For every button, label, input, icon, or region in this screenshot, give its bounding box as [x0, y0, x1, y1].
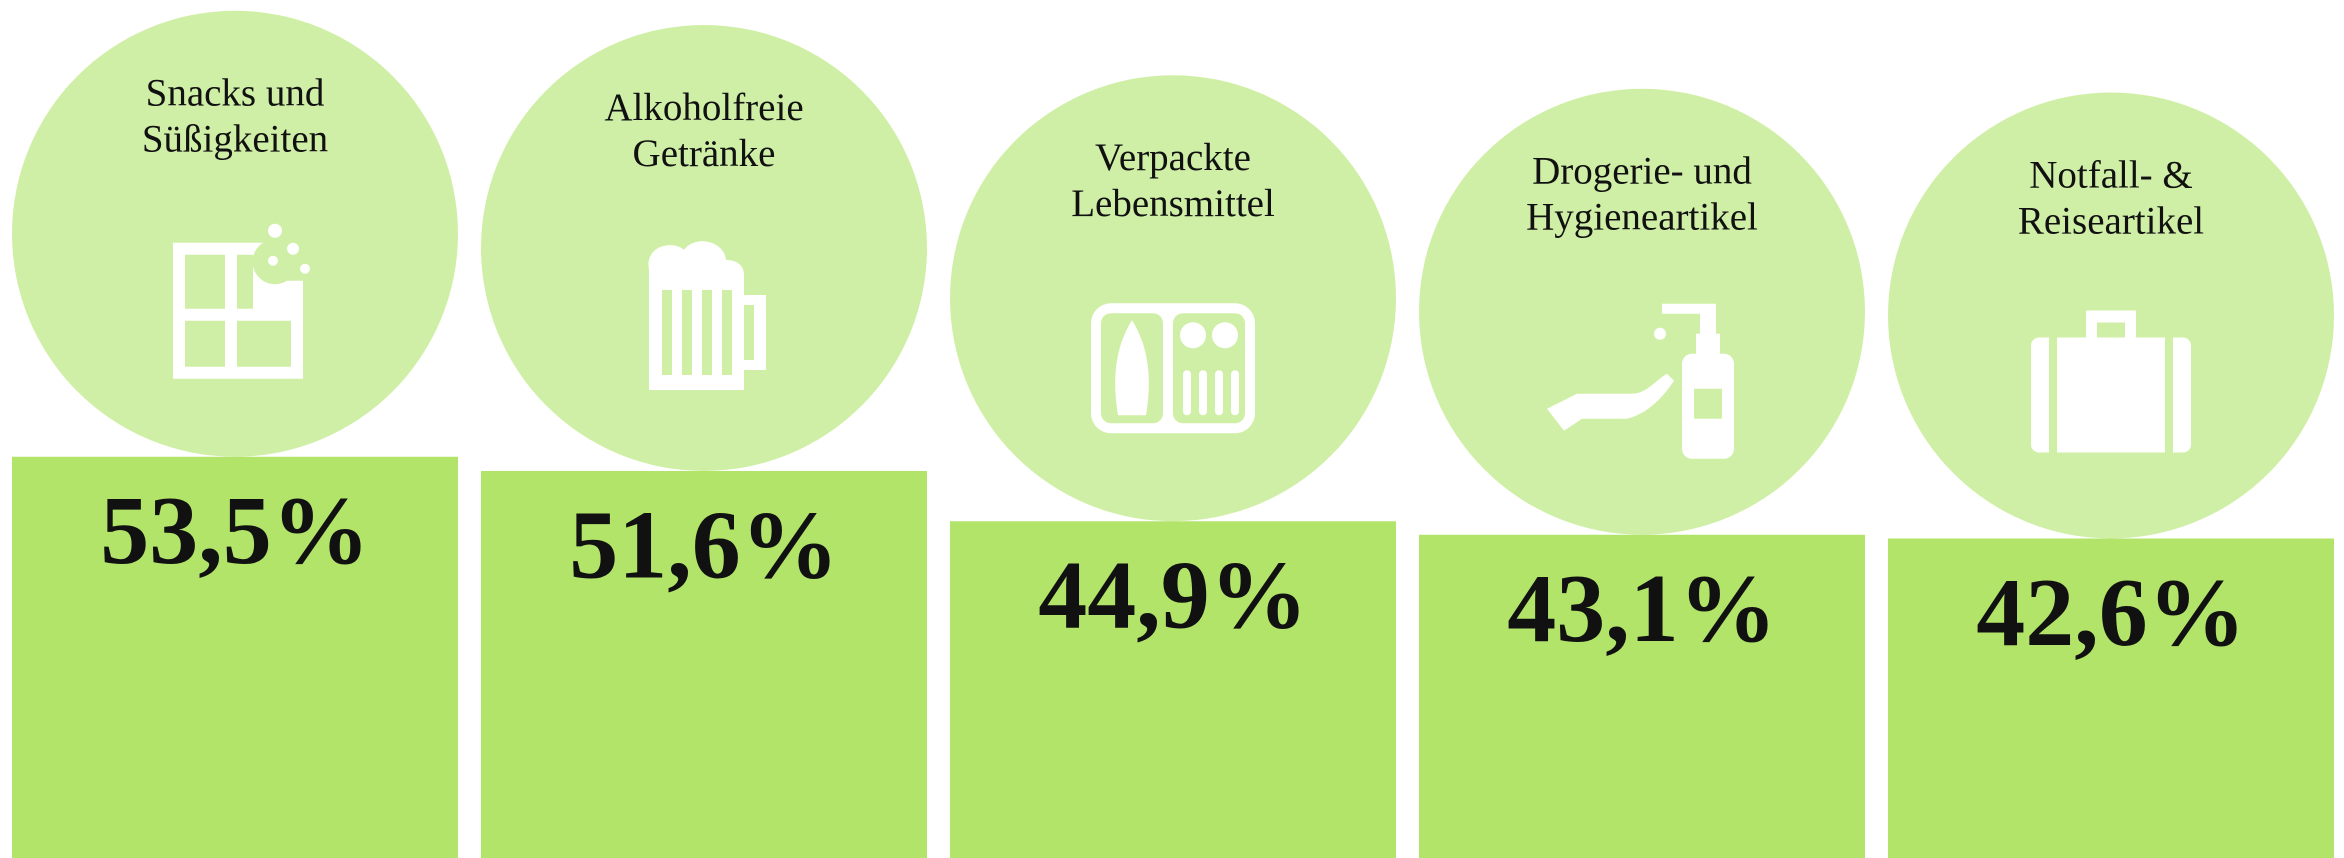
icon-shape: [1180, 322, 1206, 349]
category-label: Drogerie- und: [1532, 150, 1752, 193]
icon-shape: [1115, 320, 1149, 416]
icon-shape: [1696, 333, 1720, 356]
icon-shape: [268, 255, 278, 266]
icon-shape: [2049, 337, 2057, 453]
icon-shape: [682, 290, 692, 375]
icon-shape: [648, 241, 744, 390]
category-label: Alkoholfreie: [604, 86, 803, 129]
icon-shape: [1700, 303, 1716, 336]
category-circle: [950, 75, 1396, 522]
category-label: Süßigkeiten: [142, 118, 328, 161]
icon-shape: [1694, 388, 1722, 419]
category-label: Getränke: [633, 132, 776, 175]
icon-shape: [185, 254, 291, 367]
category-circle: [1419, 88, 1865, 535]
bar: [1419, 534, 1865, 858]
icon-shape: [1183, 370, 1191, 416]
value-label: 51,6%: [569, 491, 839, 599]
icon-shape: [1212, 322, 1238, 349]
icon-shape: [268, 223, 282, 238]
value-label: 44,9%: [1038, 542, 1308, 650]
bar: [950, 521, 1396, 858]
icon-shape: [2165, 337, 2173, 453]
category-label: Snacks und: [146, 72, 325, 115]
category-icon: [1091, 303, 1255, 434]
value-label: 43,1%: [1507, 555, 1777, 663]
bar: [1888, 538, 2334, 858]
icon-shape: [300, 263, 310, 274]
icon-shape: [2086, 310, 2136, 338]
category-icon: [1547, 303, 1734, 459]
icon-shape: [1654, 327, 1666, 340]
icon-shape: [1215, 370, 1223, 416]
icon-shape: [744, 295, 766, 370]
icon-shape: [1199, 370, 1207, 416]
value-label: 53,5%: [100, 477, 370, 585]
category-circle: [12, 10, 458, 457]
icon-shape: [662, 290, 672, 375]
icon-shape: [287, 242, 299, 255]
icon-shape: [702, 290, 712, 375]
icon-shape: [722, 290, 732, 375]
category-label: Hygieneartikel: [1526, 196, 1758, 239]
category-label: Lebensmittel: [1071, 182, 1275, 225]
category-icon: [2031, 310, 2191, 453]
category-label: Verpackte: [1095, 136, 1251, 179]
bar: [481, 471, 927, 858]
value-label: 42,6%: [1976, 559, 2246, 667]
category-label: Reiseartikel: [2018, 199, 2204, 242]
icon-shape: [1547, 373, 1674, 431]
icon-shape: [1662, 303, 1700, 314]
icon-shape: [1231, 370, 1239, 416]
bar: [12, 456, 458, 858]
category-icon: [648, 241, 766, 390]
category-icon: [173, 223, 310, 379]
icon-shape: [2031, 337, 2191, 453]
category-label: Notfall- &: [2029, 153, 2193, 196]
